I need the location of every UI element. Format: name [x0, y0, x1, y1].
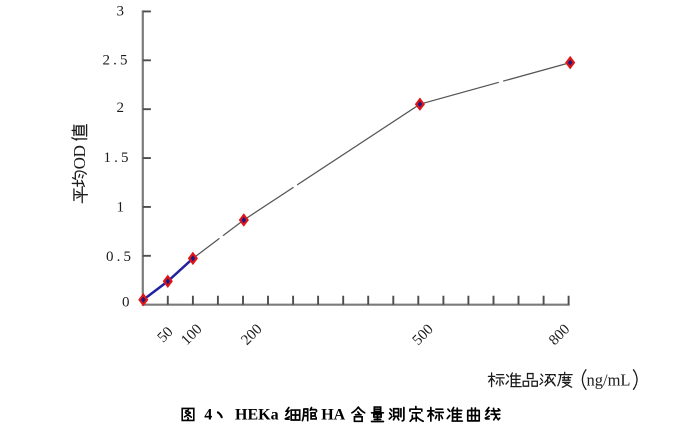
svg-text:100: 100: [178, 321, 205, 348]
svg-text:HA: HA: [321, 407, 345, 424]
svg-text:1.5: 1.5: [104, 150, 129, 166]
svg-text:0: 0: [122, 295, 130, 311]
svg-text:2: 2: [117, 100, 125, 116]
svg-text:0.5: 0.5: [106, 249, 131, 265]
svg-text:500: 500: [410, 321, 437, 348]
svg-text:4: 4: [204, 407, 212, 424]
svg-text:50: 50: [155, 324, 177, 346]
svg-text:1: 1: [117, 199, 125, 215]
svg-text:800: 800: [546, 321, 573, 348]
svg-text:2.5: 2.5: [103, 52, 128, 68]
svg-text:HEKa: HEKa: [235, 407, 279, 424]
svg-text:O: O: [70, 157, 89, 169]
svg-text:ng/mL: ng/mL: [587, 370, 631, 389]
svg-text:D: D: [70, 145, 89, 157]
svg-text:3: 3: [117, 3, 125, 19]
svg-text:200: 200: [238, 321, 265, 348]
